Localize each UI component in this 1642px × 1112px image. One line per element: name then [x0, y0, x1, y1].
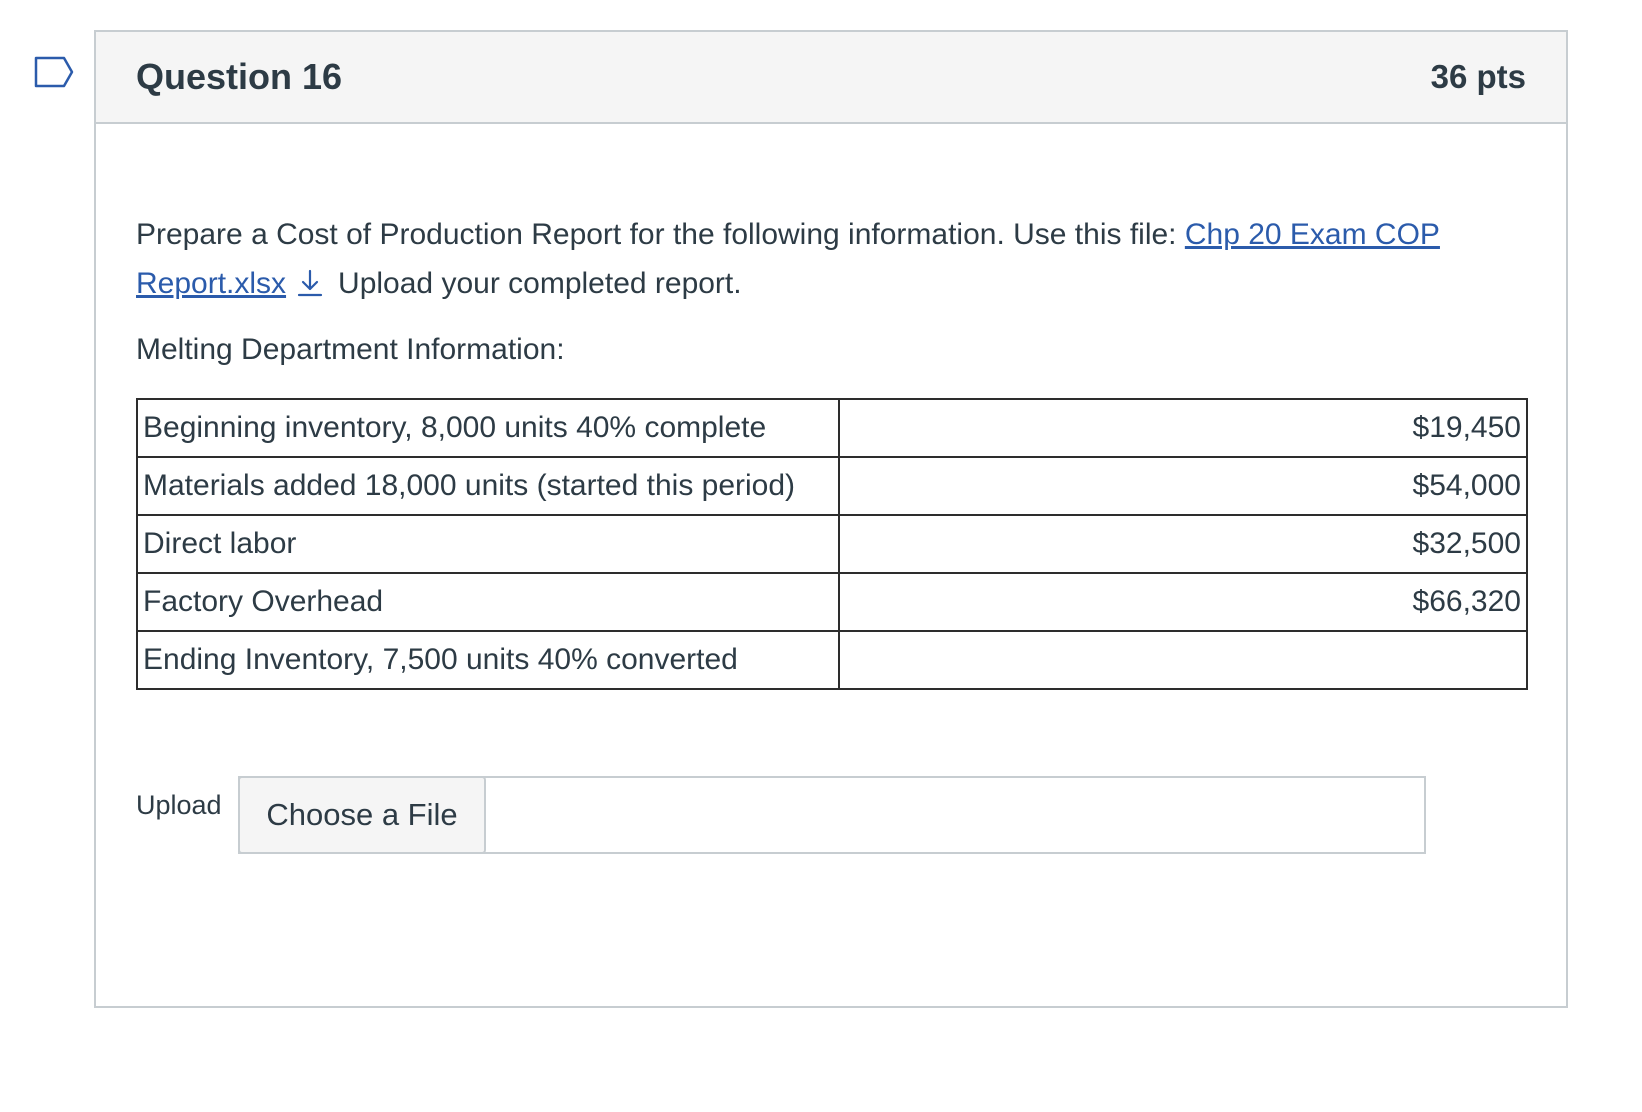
- upload-row: Upload Choose a File: [136, 776, 1526, 854]
- selected-file-name[interactable]: [486, 778, 1424, 852]
- download-arrow-icon[interactable]: [294, 267, 326, 299]
- table-row: Direct labor $32,500: [136, 514, 1528, 574]
- question-points: 36 pts: [1430, 58, 1526, 95]
- table-row: Beginning inventory, 8,000 units 40% com…: [136, 398, 1528, 458]
- row-value: $32,500: [838, 514, 1528, 574]
- file-upload-field[interactable]: Choose a File: [238, 776, 1426, 854]
- upload-label: Upload: [136, 790, 222, 820]
- row-label: Direct labor: [136, 514, 840, 574]
- row-value: $19,450: [838, 398, 1528, 458]
- row-label: Factory Overhead: [136, 572, 840, 632]
- table-row: Materials added 18,000 units (started th…: [136, 456, 1528, 516]
- question-body: Prepare a Cost of Production Report for …: [96, 210, 1566, 854]
- table-row: Ending Inventory, 7,500 units 40% conver…: [136, 630, 1528, 690]
- prompt-instruction: Upload your completed report.: [338, 267, 742, 300]
- question-card: Question 16 36 pts Prepare a Cost of Pro…: [94, 30, 1568, 1008]
- choose-file-button[interactable]: Choose a File: [238, 776, 486, 854]
- table-row: Factory Overhead $66,320: [136, 572, 1528, 632]
- file-download-link[interactable]: Chp 20 Exam COP Report.xlsx: [136, 218, 1440, 300]
- row-value: $66,320: [838, 572, 1528, 632]
- department-info-table: Beginning inventory, 8,000 units 40% com…: [136, 398, 1528, 690]
- prompt-text: Prepare a Cost of Production Report for …: [136, 218, 1185, 251]
- row-label: Ending Inventory, 7,500 units 40% conver…: [136, 630, 840, 690]
- row-value: [838, 630, 1528, 690]
- row-label: Beginning inventory, 8,000 units 40% com…: [136, 398, 840, 458]
- question-prompt: Prepare a Cost of Production Report for …: [136, 210, 1526, 308]
- row-value: $54,000: [838, 456, 1528, 516]
- bookmark-flag-icon[interactable]: [34, 56, 74, 88]
- section-heading: Melting Department Information:: [136, 333, 565, 366]
- question-title: Question 16: [136, 56, 343, 97]
- row-label: Materials added 18,000 units (started th…: [136, 456, 840, 516]
- question-header: Question 16 36 pts: [96, 32, 1566, 124]
